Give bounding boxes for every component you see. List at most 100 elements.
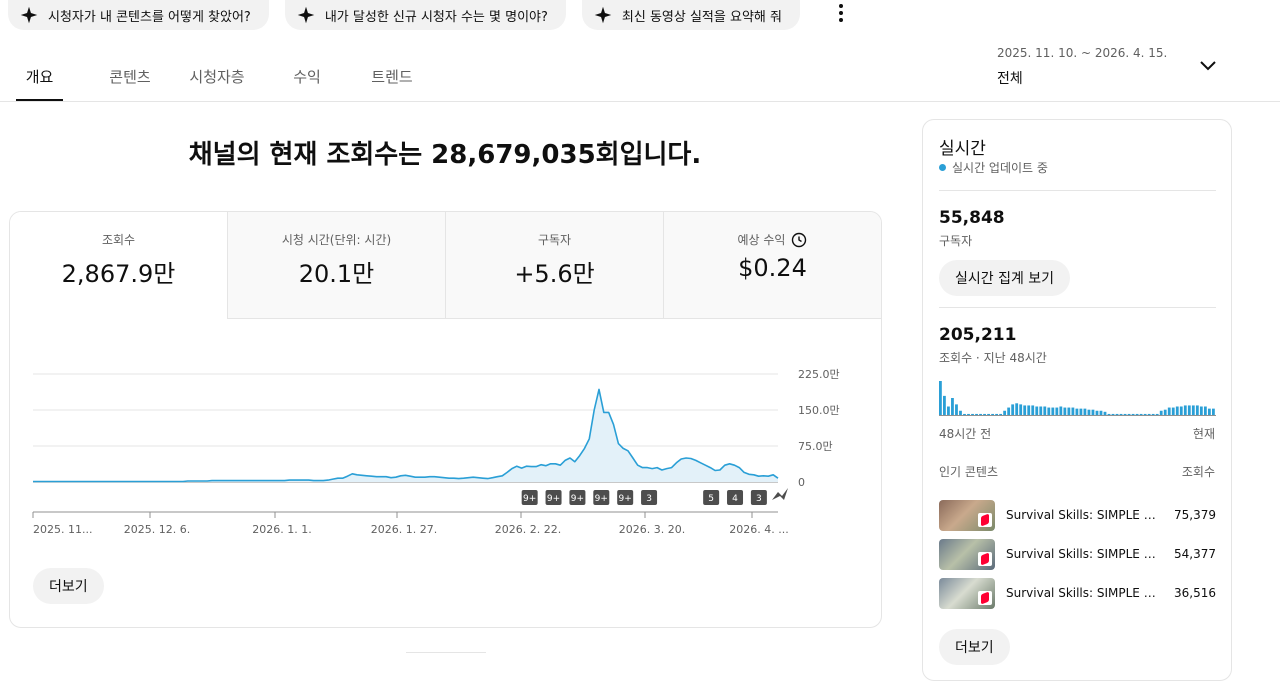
- realtime-bar: [1151, 413, 1155, 415]
- realtime-report-button[interactable]: 실시간 집계 보기: [939, 260, 1071, 296]
- shorts-icon: [978, 512, 992, 527]
- y-tick-label: 225.0만: [798, 368, 840, 381]
- metric-tabs: 조회수 2,867.9만 시청 시간(단위: 시간) 20.1만 구독자 +5.…: [10, 212, 881, 319]
- realtime-bar: [1123, 413, 1127, 415]
- realtime-bar: [1015, 403, 1019, 415]
- tab-bar: 개요 콘텐츠 시청자층 수익 트렌드: [16, 52, 414, 101]
- annotation-marker: [569, 490, 586, 505]
- tab-content[interactable]: 콘텐츠: [109, 68, 151, 86]
- realtime-bar: [1167, 407, 1171, 415]
- realtime-bar: [1175, 406, 1179, 415]
- realtime-bar: [1183, 405, 1187, 415]
- realtime-bar: [971, 413, 974, 415]
- annotation-marker: [727, 490, 744, 505]
- sparkle-icon: [594, 6, 612, 24]
- realtime-bar: [983, 413, 986, 415]
- video-thumbnail: [939, 577, 995, 609]
- annotation-marker: [593, 490, 610, 505]
- views-chart[interactable]: 225.0만 150.0만 75.0만 0 9+ 9+ 9+ 9+ 9+ 3 5 4 3 2025. 11…: [10, 319, 882, 559]
- more-options-icon[interactable]: [832, 2, 850, 24]
- metric-tab-subscribers[interactable]: 구독자 +5.6만: [445, 212, 663, 319]
- x-tick-label: 2026. 3. 20.: [619, 523, 685, 536]
- annotation-marker-label: 9+: [547, 494, 560, 504]
- suggestion-chip[interactable]: 시청자가 내 콘텐츠를 어떻게 찾았어?: [8, 0, 269, 30]
- date-range-picker[interactable]: 2025. 11. 10. ~ 2026. 4. 15. 전체: [997, 46, 1227, 88]
- realtime-status: 실시간 업데이트 중: [939, 159, 1048, 176]
- realtime-bar: [1199, 406, 1203, 415]
- live-dot-icon: [939, 164, 946, 171]
- x-tick-label: 2026. 4. ...: [729, 523, 788, 536]
- views-count: 205,211: [939, 325, 1017, 345]
- realtime-bar: [1091, 409, 1095, 415]
- realtime-bar: [1115, 413, 1119, 415]
- subscriber-count: 55,848: [939, 208, 1005, 228]
- tab-overview[interactable]: 개요: [16, 52, 63, 101]
- tab-trends[interactable]: 트렌드: [371, 68, 413, 86]
- metric-tab-revenue[interactable]: 예상 수익 $0.24: [663, 212, 881, 319]
- top-content-label: 인기 콘텐츠: [939, 465, 999, 479]
- video-views: 54,377: [1174, 547, 1216, 561]
- realtime-bar: [1095, 410, 1099, 415]
- realtime-bar: [967, 413, 970, 415]
- realtime-bar: [979, 413, 982, 415]
- realtime-bar: [1211, 408, 1215, 416]
- realtime-bar: [1087, 409, 1091, 415]
- realtime-bar: [1195, 405, 1199, 415]
- realtime-bar: [1039, 406, 1043, 415]
- annotation-marker: [750, 490, 767, 505]
- metric-value: +5.6만: [514, 260, 595, 288]
- realtime-bar: [1103, 411, 1107, 415]
- x-tick-label: 2026. 2. 22.: [495, 523, 561, 536]
- top-content-row[interactable]: Survival Skills: SIMPLE and USEFUL 54,37…: [939, 538, 1216, 570]
- realtime-bar: [1203, 406, 1207, 415]
- annotation-marker: [703, 490, 720, 505]
- realtime-bar: [1159, 410, 1163, 415]
- metric-label: 예상 수익: [737, 233, 786, 247]
- divider: [939, 190, 1216, 191]
- link-icon: [772, 488, 788, 500]
- realtime-bar: [999, 413, 1003, 415]
- video-thumbnail: [939, 499, 995, 531]
- date-range-dates: 2025. 11. 10. ~ 2026. 4. 15.: [997, 46, 1168, 60]
- annotation-marker-label: 4: [732, 494, 738, 504]
- suggestion-chip[interactable]: 내가 달성한 신규 시청자 수는 몇 명이야?: [284, 0, 566, 30]
- annotation-marker: [641, 490, 658, 505]
- realtime-bar: [1023, 405, 1027, 415]
- metric-value: 2,867.9만: [61, 260, 176, 288]
- realtime-bar: [1047, 407, 1051, 415]
- shorts-icon: [978, 590, 992, 605]
- video-views: 36,516: [1174, 586, 1216, 600]
- realtime-bar: [1131, 413, 1135, 415]
- annotation-marker: [617, 490, 634, 505]
- realtime-bar: [1055, 407, 1059, 415]
- realtime-more-button[interactable]: 더보기: [939, 629, 1010, 665]
- shorts-icon: [978, 551, 992, 566]
- realtime-bar: [947, 406, 950, 415]
- divider: [939, 307, 1216, 308]
- suggestion-label: 내가 달성한 신규 시청자 수는 몇 명이야?: [324, 9, 548, 25]
- realtime-bar: [1083, 408, 1087, 416]
- annotation-marker-label: 9+: [571, 494, 584, 504]
- clock-icon: [792, 232, 807, 247]
- suggestion-chip[interactable]: 최신 동영상 실적을 요약해 줘: [581, 0, 800, 30]
- date-range-label: 전체: [997, 71, 1023, 87]
- realtime-bar: [1179, 406, 1183, 415]
- metric-tab-watch-time[interactable]: 시청 시간(단위: 시간) 20.1만: [227, 212, 445, 319]
- realtime-bar: [987, 413, 990, 415]
- tab-audience[interactable]: 시청자층: [189, 68, 245, 86]
- metric-tab-views[interactable]: 조회수 2,867.9만: [10, 212, 227, 319]
- realtime-bar-chart[interactable]: [939, 378, 1216, 418]
- top-content-row[interactable]: Survival Skills: SIMPLE and USEFUL 36,51…: [939, 577, 1216, 609]
- realtime-bar: [1147, 413, 1151, 415]
- realtime-bar: [1075, 408, 1079, 416]
- realtime-bar: [1155, 413, 1159, 415]
- y-tick-label: 150.0만: [798, 404, 840, 417]
- realtime-bar: [1079, 408, 1083, 416]
- metric-label-row: 예상 수익: [738, 231, 808, 248]
- tab-revenue[interactable]: 수익: [293, 68, 321, 86]
- realtime-bar: [1011, 404, 1015, 416]
- more-button[interactable]: 더보기: [33, 568, 104, 604]
- realtime-card: 실시간 실시간 업데이트 중 55,848 구독자 실시간 집계 보기 205,…: [922, 119, 1232, 681]
- top-content-row[interactable]: Survival Skills: SIMPLE and USEFUL 75,37…: [939, 499, 1216, 531]
- metric-value: 20.1만: [298, 260, 375, 288]
